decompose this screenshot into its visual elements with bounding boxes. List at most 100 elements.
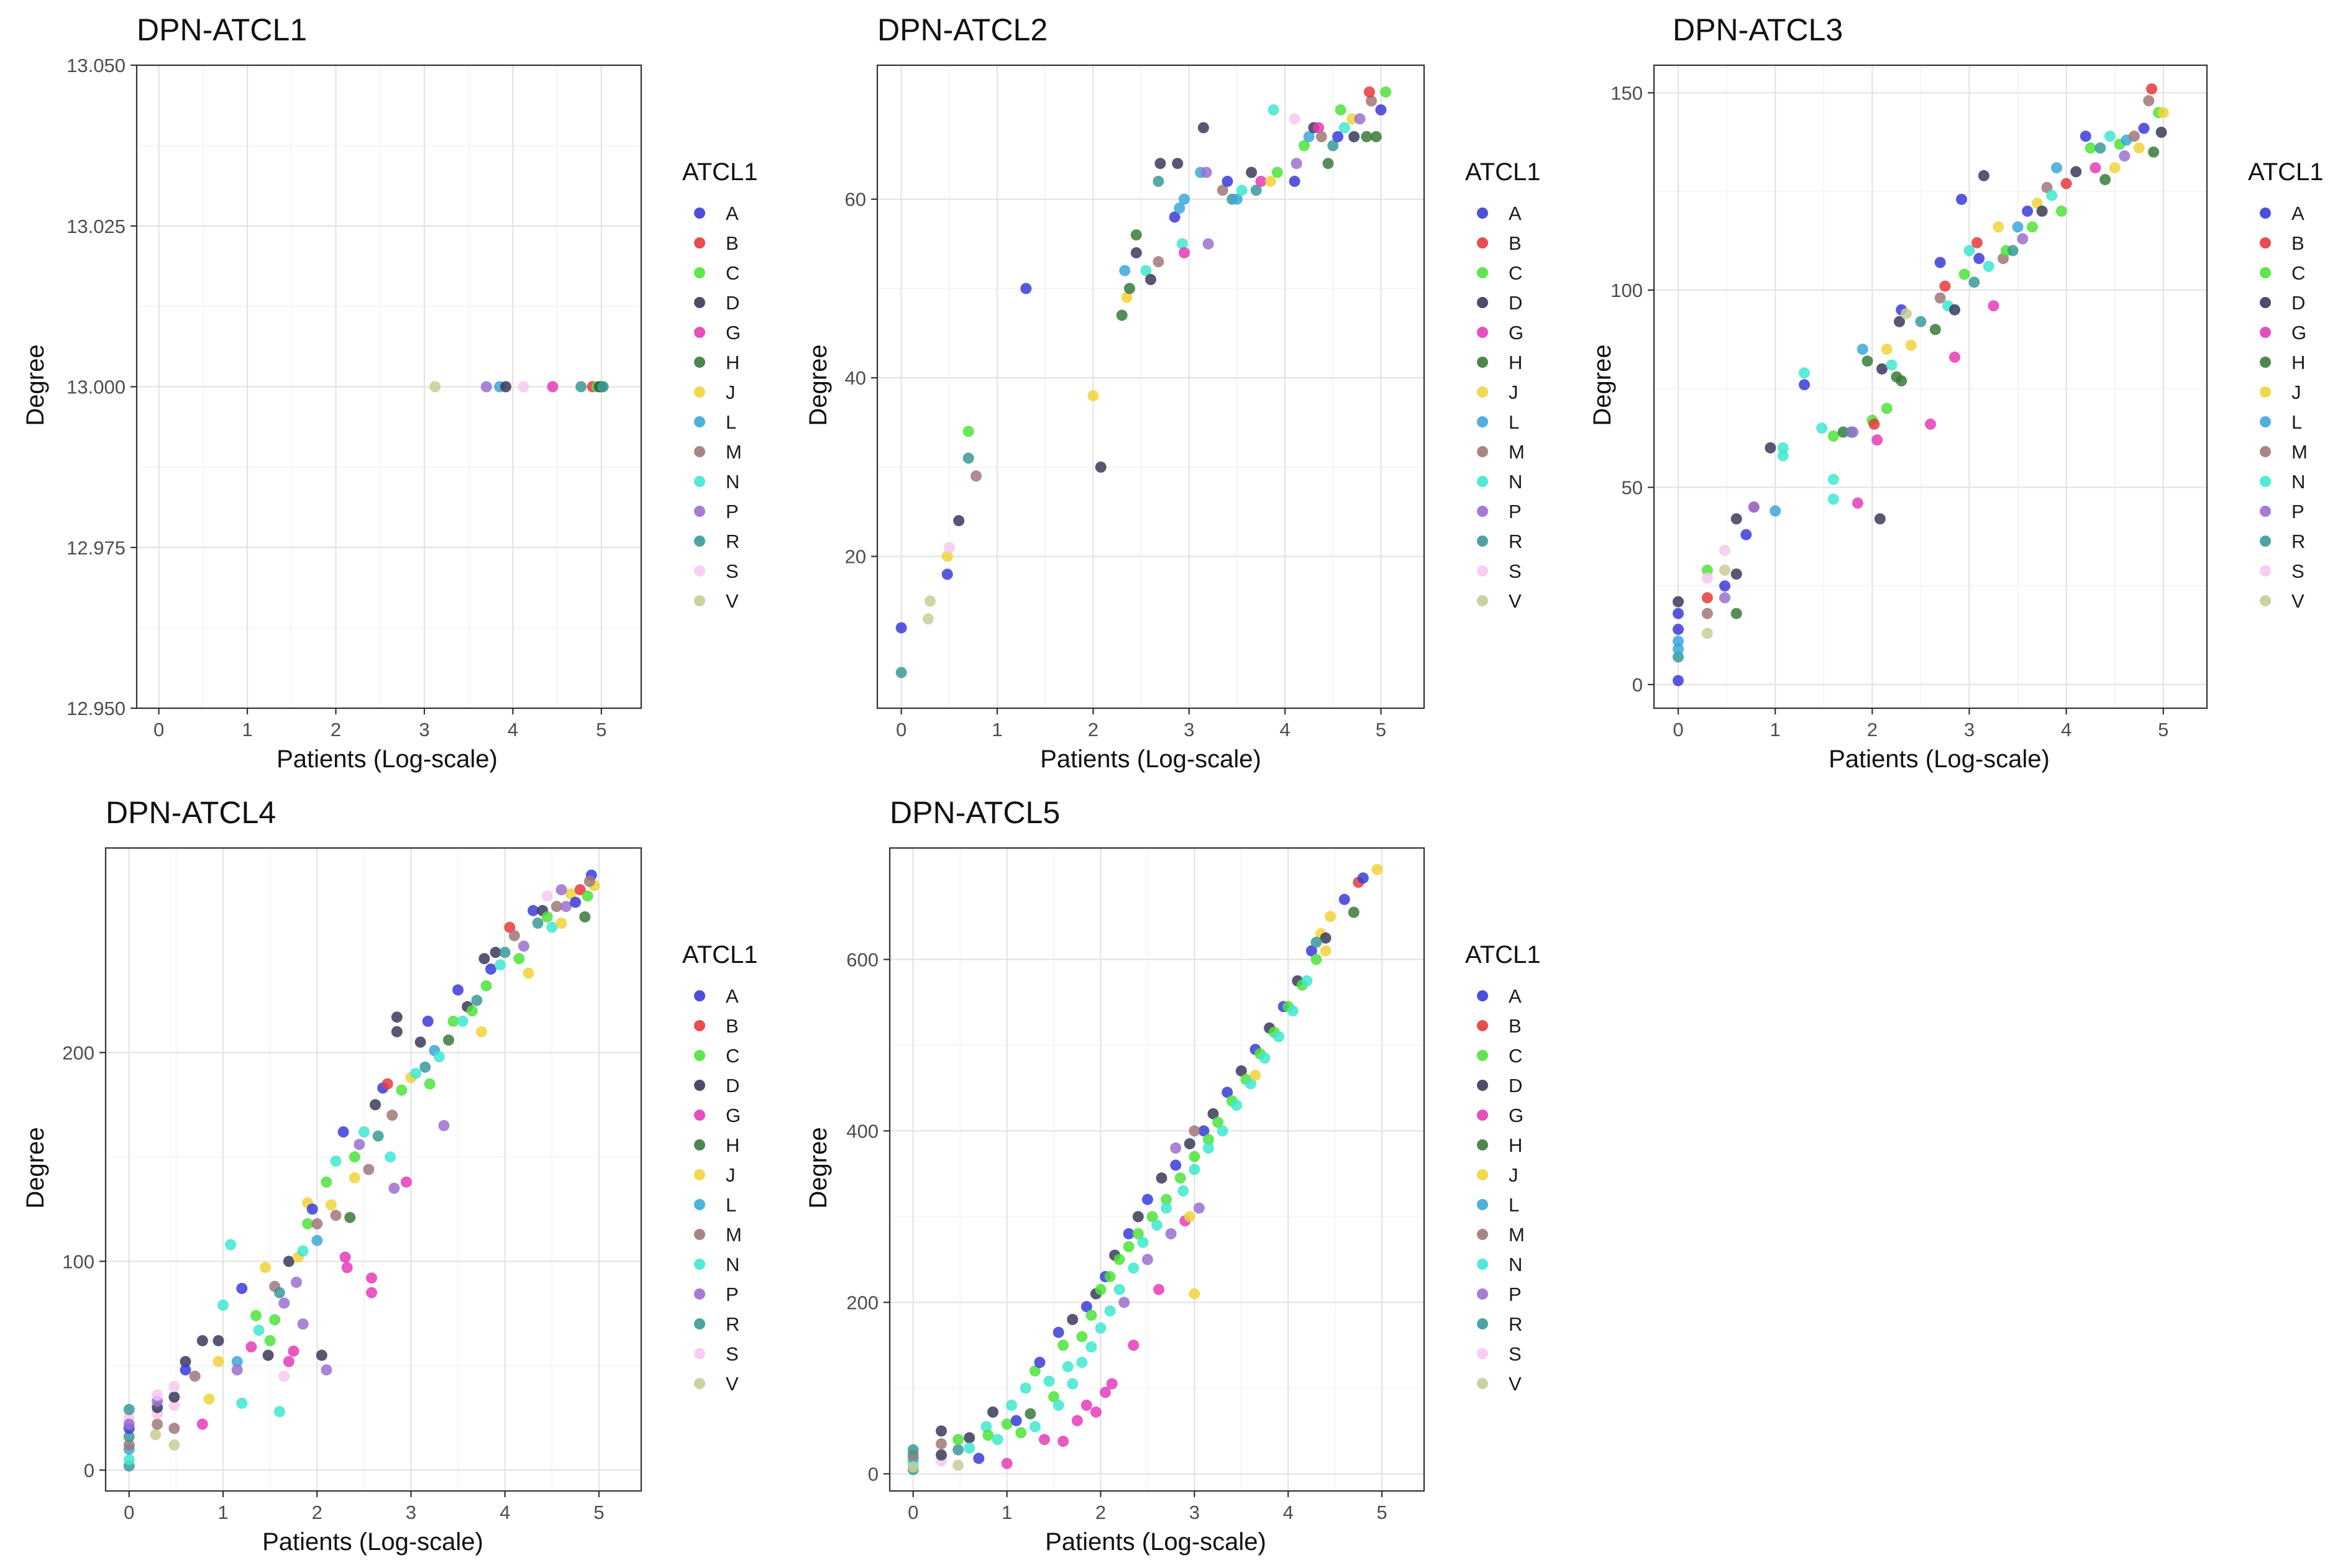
- point-D: [262, 1349, 274, 1361]
- point-G: [366, 1272, 377, 1284]
- point-B: [2060, 178, 2072, 189]
- point-D: [1949, 304, 1960, 316]
- legend-label: G: [2291, 322, 2306, 344]
- y-tick-label: 13.000: [66, 376, 126, 398]
- legend-label: P: [1509, 501, 1522, 522]
- point-N: [1029, 1421, 1041, 1433]
- point-B: [1971, 237, 1983, 248]
- x-tick-label: 3: [1184, 719, 1194, 741]
- point-P: [2017, 233, 2029, 245]
- point-D: [1876, 363, 1888, 375]
- panel-title: DPN-ATCL3: [1673, 12, 1843, 47]
- point-S: [1289, 113, 1300, 125]
- point-G: [366, 1287, 377, 1298]
- legend-key-G: [1477, 327, 1488, 338]
- point-A: [1222, 1087, 1233, 1098]
- point-S: [1701, 572, 1713, 584]
- point-P: [321, 1364, 332, 1376]
- legend-label: C: [726, 1045, 739, 1067]
- point-H: [2148, 146, 2160, 158]
- legend-label: S: [726, 560, 739, 582]
- point-G: [1080, 1400, 1092, 1411]
- x-tick-label: 0: [124, 1502, 134, 1523]
- point-N: [236, 1397, 248, 1409]
- point-G: [283, 1356, 295, 1367]
- point-V: [907, 1461, 919, 1473]
- x-tick-label: 4: [2061, 719, 2072, 741]
- point-L: [1770, 505, 1781, 517]
- legend-key-S: [1477, 565, 1488, 577]
- axis-ticks: 0 1 2 3 4 5 0 100 200: [62, 1042, 604, 1523]
- legend-label: P: [726, 1283, 739, 1305]
- point-M: [2128, 130, 2140, 142]
- legend-key-H: [694, 357, 705, 368]
- legend-key-H: [694, 1139, 705, 1151]
- legend-key-M: [694, 1229, 705, 1240]
- legend-key-V: [1477, 595, 1488, 606]
- plot-border: [1653, 64, 2208, 709]
- point-C: [1113, 1254, 1125, 1265]
- point-L: [2051, 162, 2062, 174]
- point-D: [1894, 316, 1905, 327]
- point-P: [1200, 166, 1212, 178]
- point-C: [1299, 140, 1310, 152]
- point-G: [1058, 1436, 1069, 1447]
- point-R: [575, 381, 587, 393]
- legend-key-P: [2260, 506, 2271, 517]
- legend-label: M: [1509, 441, 1525, 463]
- point-H: [1361, 131, 1373, 142]
- point-R: [952, 1444, 964, 1456]
- legend-key-J: [1477, 1169, 1488, 1180]
- point-R: [2094, 142, 2106, 154]
- point-A: [306, 1203, 318, 1215]
- point-M: [936, 1438, 947, 1450]
- point-M: [189, 1370, 201, 1382]
- point-C: [1174, 1172, 1186, 1184]
- point-D: [1730, 513, 1742, 525]
- point-G: [1871, 434, 1883, 446]
- grid: [1654, 65, 2207, 708]
- point-P: [1748, 501, 1760, 513]
- y-tick-label: 0: [84, 1459, 94, 1481]
- point-M: [168, 1423, 180, 1434]
- panel-title: DPN-ATCL1: [137, 12, 307, 47]
- point-M: [123, 1439, 135, 1451]
- legend-label: P: [2291, 501, 2305, 522]
- point-A: [973, 1452, 985, 1464]
- point-N: [1983, 260, 1994, 272]
- x-tick-label: 2: [312, 1502, 322, 1523]
- point-J: [1320, 945, 1332, 957]
- point-R: [962, 452, 974, 464]
- point-D: [196, 1335, 208, 1347]
- point-N: [1095, 1322, 1107, 1334]
- point-C: [1076, 1331, 1088, 1342]
- legend-key-R: [1477, 536, 1488, 547]
- point-J: [1905, 339, 1917, 351]
- point-J: [523, 967, 534, 979]
- legend-label: V: [1509, 590, 1522, 612]
- y-tick-label: 100: [62, 1251, 94, 1272]
- point-J: [941, 550, 953, 562]
- point-N: [495, 959, 506, 971]
- point-D: [1874, 513, 1886, 525]
- legend-label: R: [726, 531, 739, 552]
- point-C: [1335, 104, 1346, 116]
- legend-label: N: [1509, 471, 1522, 493]
- point-N: [253, 1324, 265, 1336]
- point-A: [1305, 945, 1317, 957]
- point-P: [560, 901, 572, 913]
- point-G: [1925, 418, 1936, 430]
- point-J: [1265, 175, 1276, 187]
- point-M: [1366, 95, 1377, 107]
- point-G: [1100, 1387, 1111, 1398]
- point-D: [1730, 568, 1742, 580]
- point-V: [1901, 308, 1912, 319]
- legend-key-L: [2260, 416, 2271, 427]
- legend-key-M: [1477, 1229, 1488, 1240]
- legend-label: N: [2291, 471, 2305, 493]
- point-N: [433, 1051, 445, 1062]
- y-tick-label: 12.975: [66, 537, 126, 558]
